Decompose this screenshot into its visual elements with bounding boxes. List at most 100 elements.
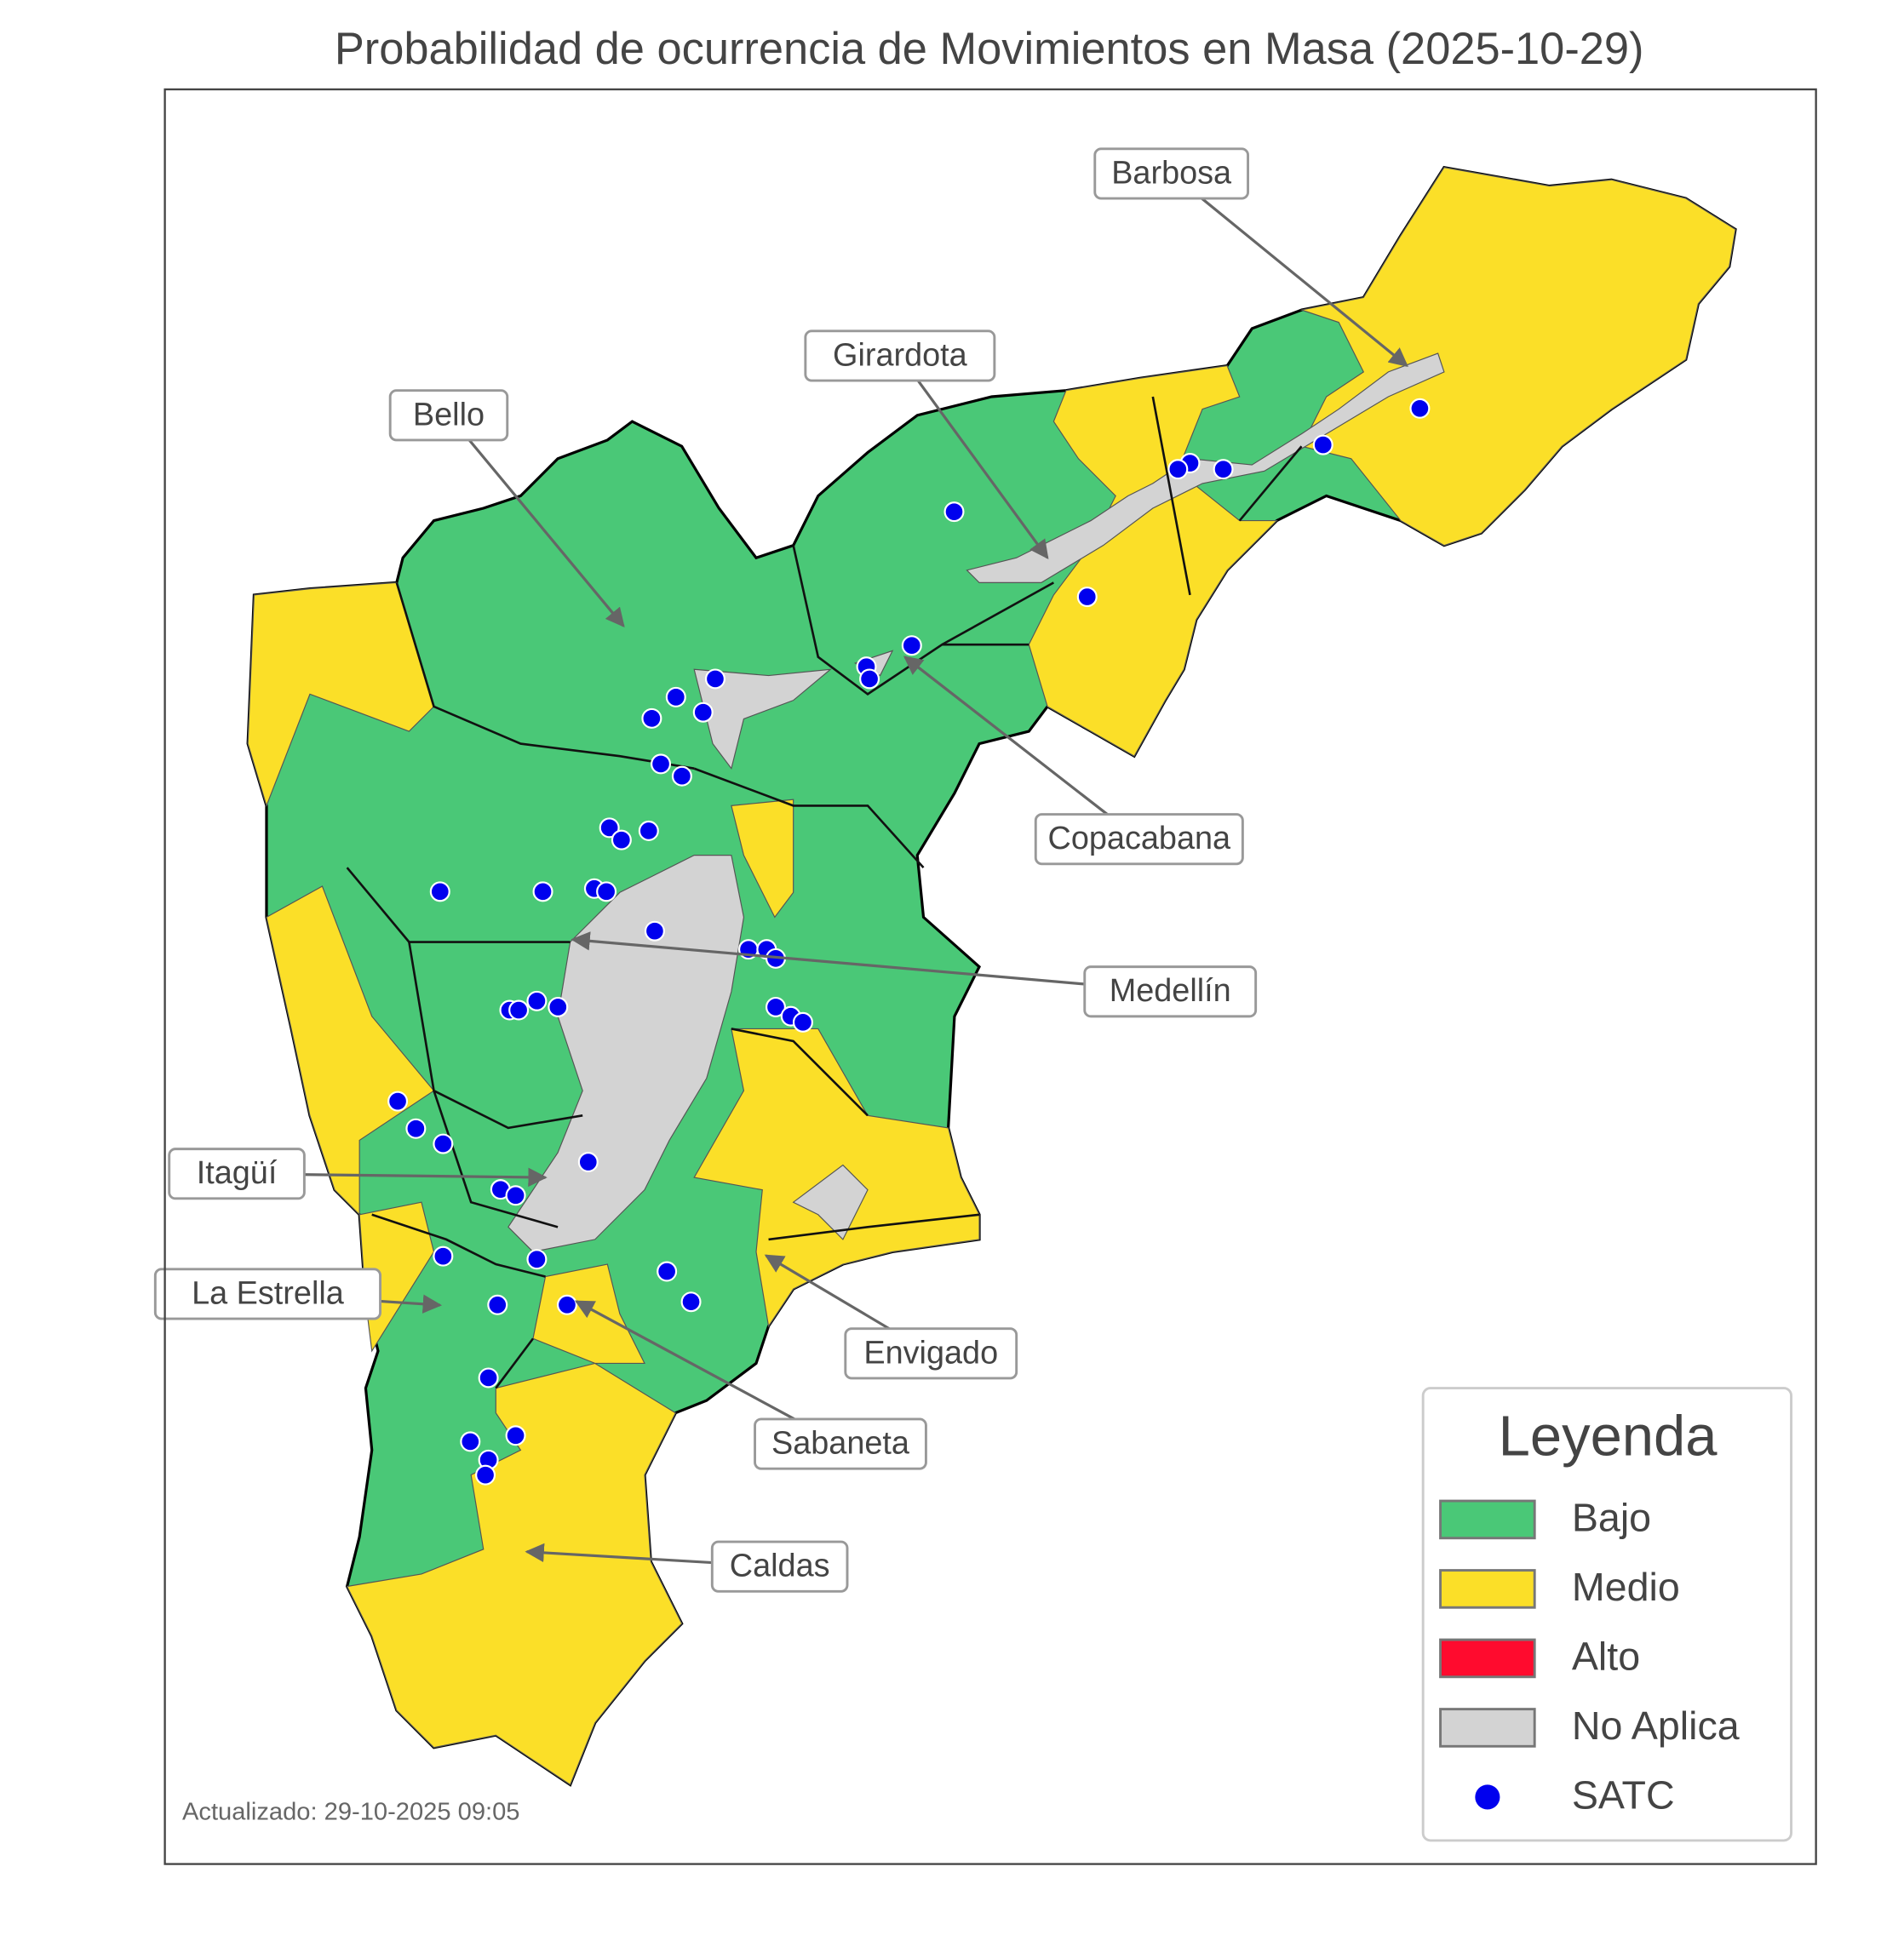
satc-station [556, 1294, 577, 1315]
boundary [1151, 396, 1191, 596]
legend-label: Bajo [1572, 1496, 1651, 1540]
satc-station [1167, 459, 1189, 480]
legend-swatch [1439, 1638, 1536, 1679]
annotation-arrow [1170, 172, 1408, 368]
satc-station [1409, 398, 1431, 419]
satc-station [478, 1367, 499, 1388]
region [508, 855, 745, 1253]
satc-station [943, 501, 965, 523]
region [346, 1362, 683, 1786]
region [966, 352, 1445, 583]
annotation-label: Envigado [863, 1335, 998, 1371]
satc-station [704, 668, 725, 690]
annotation-label: Caldas [730, 1549, 830, 1584]
satc-station [1076, 587, 1098, 608]
annotation-box [1083, 965, 1258, 1018]
satc-station [387, 1091, 409, 1112]
satc-station [671, 765, 692, 787]
annotation-arrow [571, 931, 1171, 993]
region [1299, 167, 1736, 547]
legend-label: No Aplica [1572, 1703, 1740, 1748]
annotation-box [168, 1148, 306, 1200]
legend-label: SATC [1572, 1773, 1675, 1818]
satc-station [548, 996, 569, 1017]
annotation-label: Bello [413, 397, 485, 432]
region [247, 581, 435, 808]
satc-station [433, 1133, 454, 1154]
region [731, 799, 794, 919]
annotation-box [388, 389, 509, 442]
boundary [395, 581, 695, 770]
boundary [731, 1028, 869, 1117]
annotation-box [1034, 813, 1244, 866]
satc-station [1312, 434, 1333, 455]
boundary [768, 1213, 980, 1241]
map-title: Probabilidad de ocurrencia de Movimiento… [335, 25, 1644, 74]
annotation-box [1093, 147, 1250, 200]
satc-station [475, 1464, 496, 1486]
satc-station [460, 1431, 481, 1452]
region [792, 1164, 869, 1240]
annotation-box [804, 329, 996, 382]
satc-station [505, 1425, 526, 1446]
boundary [1238, 445, 1303, 522]
satc-station [429, 881, 450, 902]
legend-marker [1475, 1784, 1500, 1810]
annotation-box [153, 1268, 382, 1320]
satc-station [692, 701, 714, 723]
plot-frame [163, 88, 1817, 1865]
annotation-arrow [898, 355, 1049, 560]
boundary [371, 1213, 546, 1278]
annotation-box [844, 1327, 1018, 1380]
legend-title: Leyenda [1499, 1404, 1718, 1468]
boundary [495, 1337, 535, 1389]
annotation-box [710, 1540, 849, 1593]
annotation-arrow [903, 656, 1140, 840]
boundary [346, 867, 571, 943]
satc-station [599, 817, 620, 839]
annotation-label: Girardota [833, 337, 968, 373]
satc-station [644, 920, 665, 942]
satc-station [505, 1185, 526, 1206]
satc-station [680, 1291, 702, 1313]
annotation-label: Sabaneta [771, 1426, 910, 1462]
satc-station [487, 1294, 508, 1315]
satc-station [901, 635, 922, 656]
satc-station [508, 999, 530, 1021]
update-note: Actualizado: 29-10-2025 09:05 [182, 1799, 520, 1826]
satc-station [765, 996, 786, 1017]
annotation-arrow [447, 414, 625, 628]
region [266, 885, 435, 1217]
satc-station [577, 1152, 599, 1173]
satc-station [792, 1011, 813, 1033]
legend-swatch [1439, 1708, 1536, 1748]
annotation-label: Barbosa [1111, 155, 1232, 191]
annotation-box [754, 1417, 927, 1470]
boundary [693, 767, 925, 869]
satc-station [526, 990, 548, 1011]
satc-station [657, 1261, 678, 1282]
satc-station [638, 820, 659, 841]
annotation-label: Medellín [1110, 973, 1231, 1009]
satc-station [532, 881, 553, 902]
annotation-label: La Estrella [192, 1275, 345, 1311]
boundary [408, 942, 583, 1130]
legend-label: Medio [1572, 1565, 1680, 1609]
satc-station [405, 1118, 427, 1139]
boundary [941, 581, 1055, 646]
satc-station [859, 668, 880, 690]
satc-station [596, 881, 617, 902]
boundary [433, 1090, 559, 1228]
region [693, 668, 833, 770]
legend-swatch [1439, 1569, 1536, 1609]
legend-label: Alto [1572, 1635, 1640, 1679]
annotation-label: Copacabana [1048, 821, 1231, 856]
annotation-label: Itagüí [197, 1155, 278, 1191]
satc-station [1213, 459, 1234, 480]
legend-swatch [1439, 1499, 1536, 1540]
boundary [792, 545, 1029, 696]
satc-station [433, 1245, 454, 1267]
satc-station [641, 707, 662, 729]
satc-station [665, 686, 686, 707]
